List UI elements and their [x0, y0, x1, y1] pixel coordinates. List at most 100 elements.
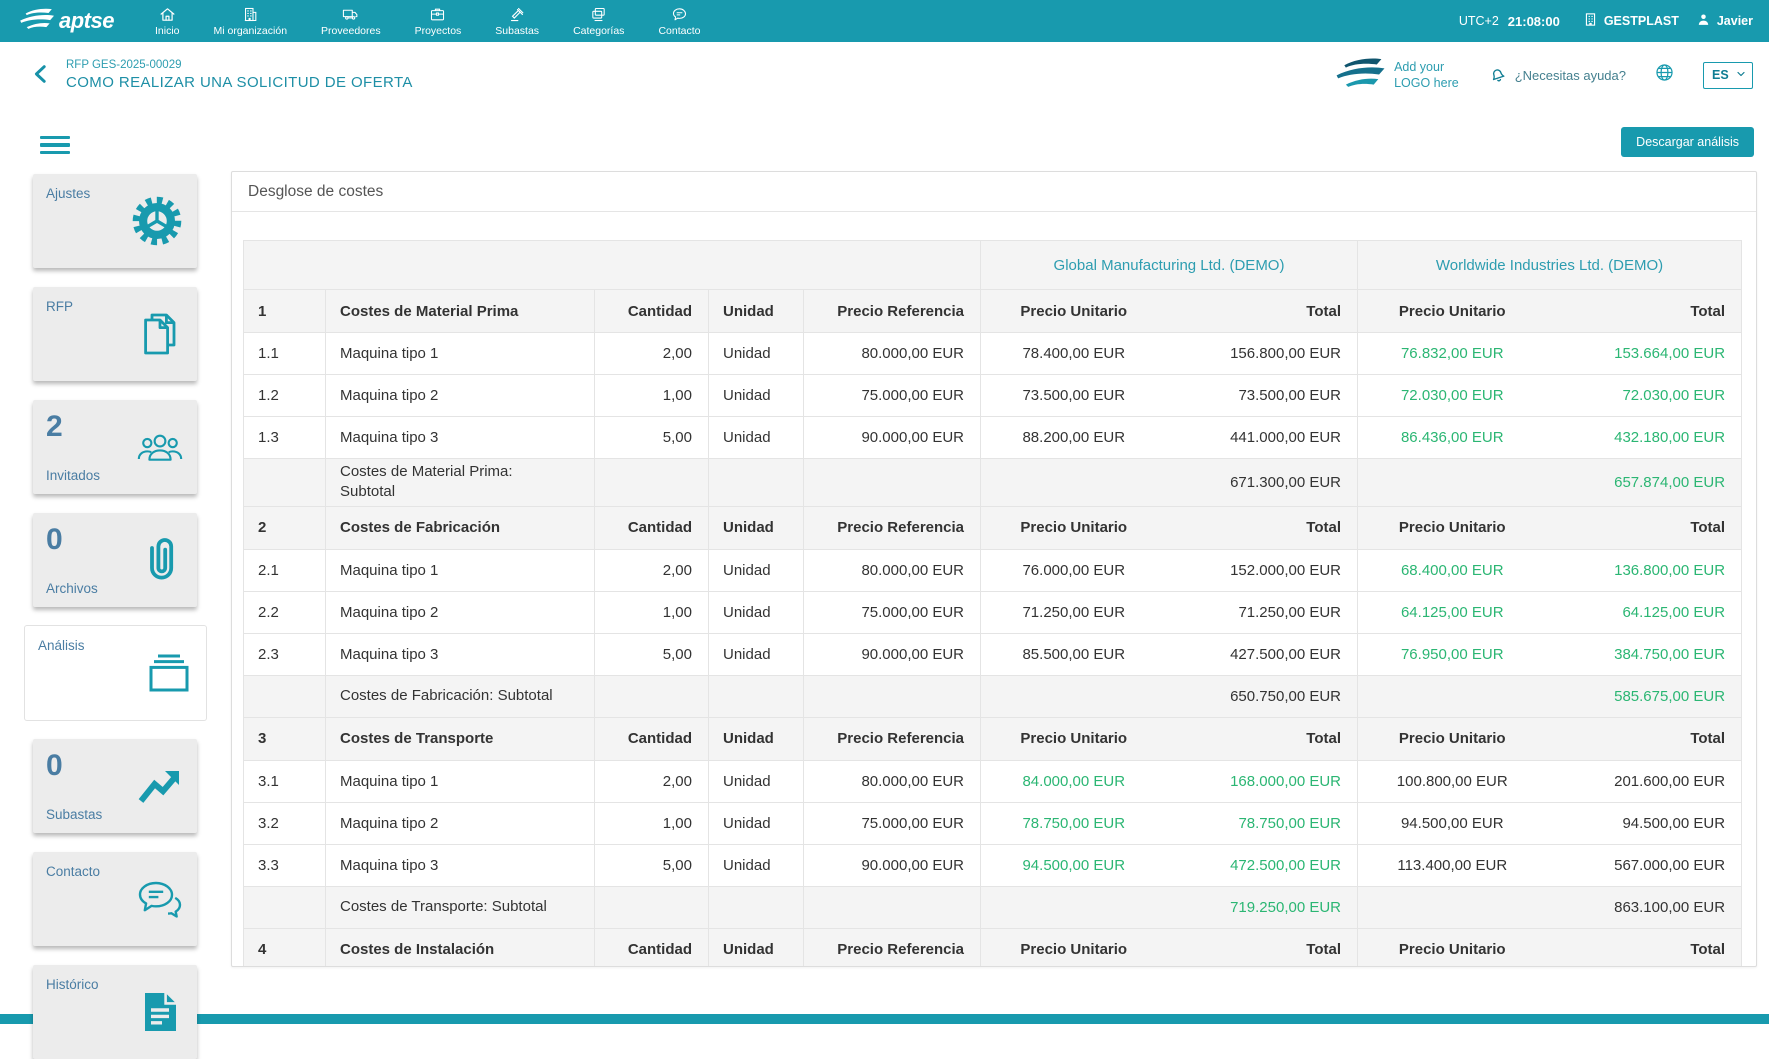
supplier1-unit-price: 76.000,00 EUR — [980, 548, 1167, 592]
sidebar-item-6[interactable]: Contacto — [33, 852, 197, 946]
empty-cell — [243, 674, 326, 718]
topnav-item-0[interactable]: Inicio — [142, 0, 193, 42]
globe-icon[interactable] — [1654, 62, 1675, 88]
item-quantity: 2,00 — [594, 332, 709, 375]
sidebar-item-4[interactable]: Análisis — [25, 626, 206, 720]
item-name: Maquina tipo 3 — [325, 632, 595, 676]
item-name: Maquina tipo 3 — [325, 416, 595, 459]
organization-menu[interactable]: GESTPLAST — [1583, 12, 1679, 30]
chat-icon — [671, 6, 688, 23]
topnav-item-5[interactable]: Categorías — [560, 0, 637, 42]
truck-icon — [342, 6, 359, 23]
page-title: COMO REALIZAR UNA SOLICITUD DE OFERTA — [66, 74, 413, 91]
empty-cell — [708, 885, 804, 929]
supplier2-subtotal: 863.100,00 EUR — [1546, 885, 1743, 929]
col-header-precio-unitario: Precio Unitario — [980, 505, 1167, 550]
cost-table-scroll-area[interactable]: Global Manufacturing Ltd. (DEMO) Worldwid… — [232, 212, 1756, 966]
supplier1-total: 73.500,00 EUR — [1166, 374, 1359, 417]
supplier1-name[interactable]: Global Manufacturing Ltd. (DEMO) — [980, 240, 1359, 290]
topnav-item-6[interactable]: Contacto — [645, 0, 713, 42]
organization-name: GESTPLAST — [1603, 14, 1679, 28]
supplier2-unit-price: 72.030,00 EUR — [1357, 374, 1547, 417]
topnav-item-3[interactable]: Proyectos — [402, 0, 475, 42]
supplier2-total: 153.664,00 EUR — [1546, 332, 1743, 375]
item-name: Maquina tipo 1 — [325, 332, 595, 375]
section-header-row: 3 Costes de Transporte Cantidad Unidad Preci… — [243, 716, 1743, 761]
gear-icon — [130, 194, 184, 248]
panels-icon — [145, 649, 193, 697]
item-reference-price: 80.000,00 EUR — [802, 759, 982, 803]
supplier2-total: 64.125,00 EUR — [1546, 590, 1743, 634]
subtotal-label: Costes de Fabricación: Subtotal — [325, 674, 595, 718]
item-unit: Unidad — [708, 590, 804, 634]
empty-cell — [1357, 674, 1547, 718]
sidebar-item-label: Invitados — [46, 468, 101, 483]
cost-item-row: 2.3 Maquina tipo 3 5,00 Unidad 90.000,00 EUR… — [243, 632, 1743, 676]
sidebar-item-label: Contacto — [46, 864, 101, 879]
historyDoc-icon — [136, 988, 184, 1036]
bell-icon — [1487, 64, 1507, 87]
topnav-item-2[interactable]: Proveedores — [308, 0, 394, 42]
add-logo-placeholder[interactable]: Add your LOGO here — [1332, 56, 1459, 94]
clock: 21:08:00 — [1507, 13, 1560, 29]
supplier2-name[interactable]: Worldwide Industries Ltd. (DEMO) — [1357, 240, 1743, 290]
col-header-total: Total — [1546, 289, 1743, 333]
auction-icon — [509, 6, 526, 23]
supplier1-total: 427.500,00 EUR — [1166, 632, 1359, 676]
back-button[interactable] — [30, 63, 54, 87]
cost-item-row: 2.2 Maquina tipo 2 1,00 Unidad 75.000,00 EUR… — [243, 590, 1743, 634]
item-quantity: 1,00 — [594, 374, 709, 417]
app-logo[interactable]: aptse — [0, 7, 142, 36]
subtotal-label: Costes de Material Prima: Subtotal — [325, 458, 595, 507]
people-icon — [136, 423, 184, 471]
user-menu[interactable]: Javier — [1696, 12, 1753, 30]
supplier2-unit-price: 94.500,00 EUR — [1357, 801, 1547, 845]
sidebar-item-label: Archivos — [46, 581, 98, 596]
menu-toggle[interactable] — [40, 136, 70, 158]
download-analysis-button[interactable]: Descargar análisis — [1621, 127, 1754, 157]
empty-cell — [594, 885, 709, 929]
panel-title: Desglose de costes — [232, 172, 1756, 212]
topnav-item-4[interactable]: Subastas — [482, 0, 552, 42]
sidebar-item-3[interactable]: 0 Archivos — [33, 513, 197, 607]
empty-cell — [708, 458, 804, 507]
topnav-item-1[interactable]: Mi organización — [201, 0, 301, 42]
supplier1-total: 168.000,00 EUR — [1166, 759, 1359, 803]
sidebar-item-7[interactable]: Histórico — [33, 965, 197, 1059]
empty-cell — [243, 458, 326, 507]
topnav-item-label: Contacto — [658, 24, 701, 37]
col-header-unidad: Unidad — [708, 716, 804, 761]
sidebar-item-0[interactable]: Ajustes — [33, 174, 197, 268]
sidebar-item-5[interactable]: 0 Subastas — [33, 739, 197, 833]
section-name: Costes de Fabricación — [325, 505, 595, 550]
section-header-row: 2 Costes de Fabricación Cantidad Unidad Prec… — [243, 505, 1743, 550]
sidebar-item-2[interactable]: 2 Invitados — [33, 400, 197, 494]
bottom-accent-bar — [0, 1014, 1769, 1024]
supplier2-total: 72.030,00 EUR — [1546, 374, 1743, 417]
supplier1-total: 441.000,00 EUR — [1166, 416, 1359, 459]
supplier2-total: 136.800,00 EUR — [1546, 548, 1743, 592]
supplier1-unit-price: 73.500,00 EUR — [980, 374, 1167, 417]
sidebar-item-label: RFP — [46, 299, 73, 314]
categories-icon — [590, 6, 607, 23]
page-header: RFP GES-2025-00029 COMO REALIZAR UNA SOL… — [0, 42, 1769, 108]
help-link[interactable]: ¿Necesitas ayuda? — [1487, 64, 1626, 87]
sidebar-item-label: Análisis — [38, 638, 85, 653]
item-unit: Unidad — [708, 374, 804, 417]
supplier2-subtotal: 657.874,00 EUR — [1546, 458, 1743, 507]
language-select[interactable]: ES — [1703, 61, 1753, 89]
trend-icon — [136, 762, 184, 810]
sidebar: Ajustes RFP 2 Invitados 0 Archivos Análisis 0 Su… — [25, 174, 206, 1059]
supplier2-unit-price: 86.436,00 EUR — [1357, 416, 1547, 459]
sidebar-item-1[interactable]: RFP — [33, 287, 197, 381]
col-header-cantidad: Cantidad — [594, 716, 709, 761]
user-icon — [1696, 12, 1711, 30]
hamburger-icon — [40, 136, 70, 140]
help-label: ¿Necesitas ayuda? — [1514, 67, 1626, 83]
item-reference-price: 75.000,00 EUR — [802, 590, 982, 634]
timezone-label: UTC+2 — [1458, 14, 1499, 28]
col-header-total: Total — [1166, 927, 1359, 966]
col-header-cantidad: Cantidad — [594, 505, 709, 550]
section-name: Costes de Material Prima — [325, 289, 595, 333]
cost-breakdown-table: Global Manufacturing Ltd. (DEMO) Worldwid… — [242, 240, 1743, 966]
